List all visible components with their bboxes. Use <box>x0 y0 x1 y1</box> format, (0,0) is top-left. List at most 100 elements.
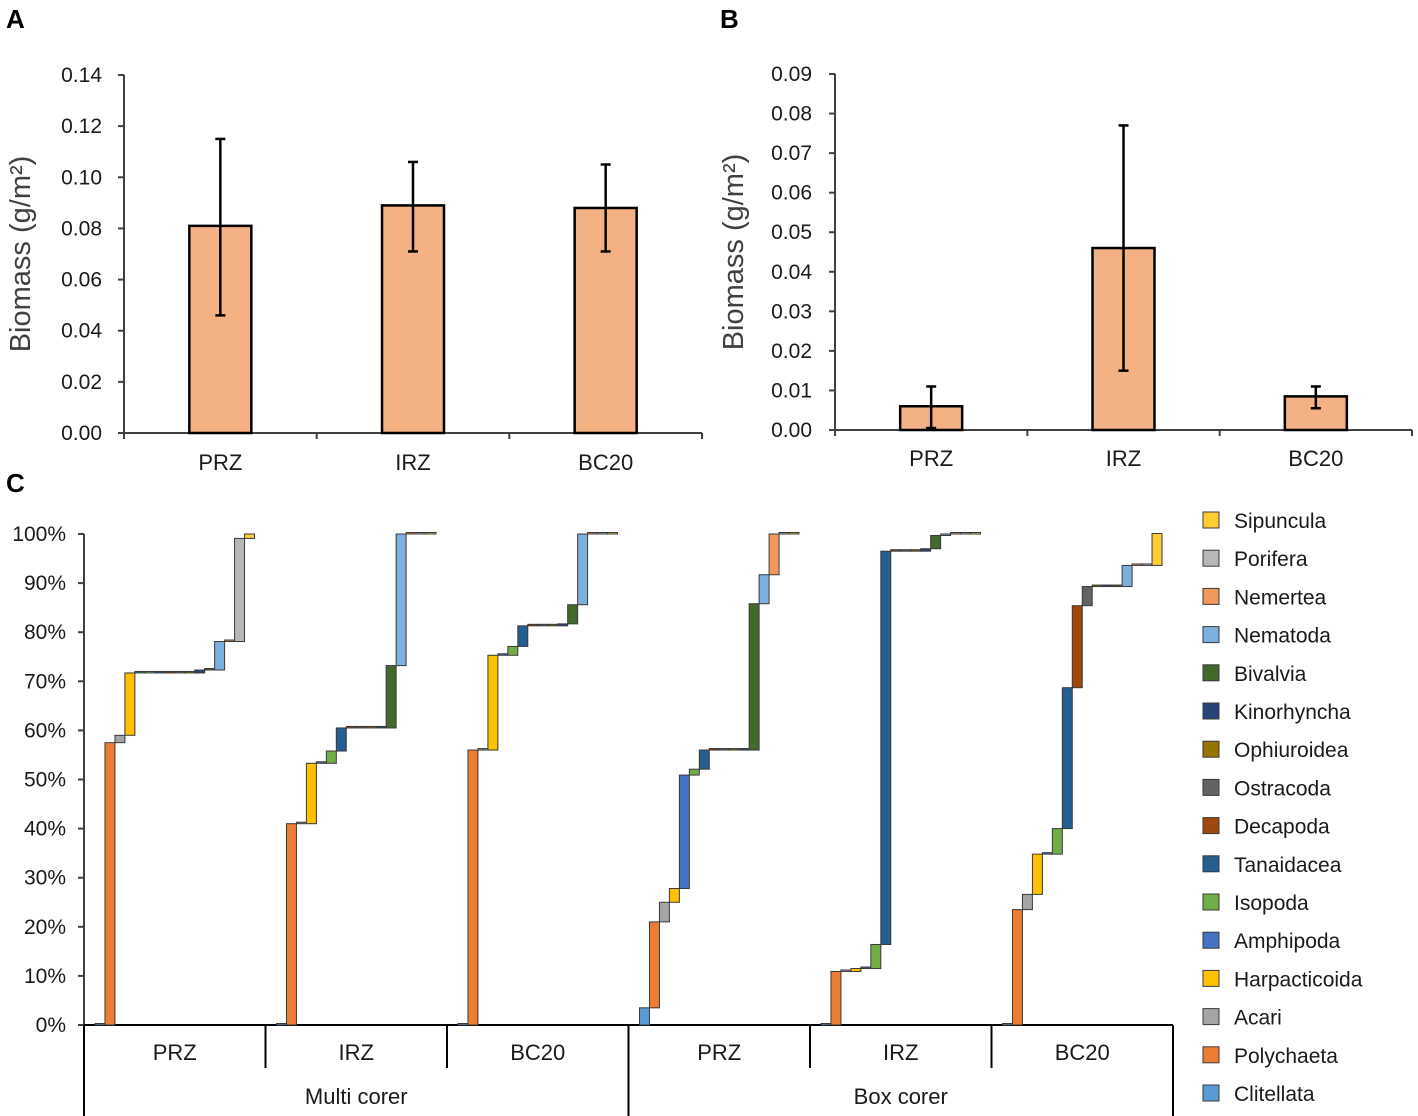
panel-c-site-label: PRZ <box>697 1040 741 1065</box>
panel-a-letter: A <box>6 4 25 34</box>
panel-c-bar-box-corer-bc20-ophiuroidea <box>1091 584 1103 588</box>
legend-label-bivalvia: Bivalvia <box>1234 663 1307 686</box>
panel-c-bar-box-corer-bc20-porifera <box>1141 563 1153 566</box>
legend-swatch-isopoda <box>1202 893 1220 911</box>
panel-c-bar-multi-corer-prz-sipuncula <box>244 533 255 539</box>
panel-c-bar-multi-corer-prz-nemertea <box>224 639 236 643</box>
panel-c-bar-box-corer-irz-tanaidacea <box>880 550 892 945</box>
panel-c-bar-box-corer-irz-nemertea <box>950 532 962 535</box>
panel-c-bar-box-corer-irz-bivalvia <box>930 534 942 550</box>
panel-c-bar-box-corer-prz-tanaidacea <box>698 749 710 770</box>
legend-label-decapoda: Decapoda <box>1234 816 1330 839</box>
panel-c-bar-multi-corer-irz-decapoda <box>345 725 357 729</box>
panel-c-bar-multi-corer-bc20-tanaidacea <box>517 625 529 647</box>
panel-b-y-tick-label: 0.00 <box>771 419 812 442</box>
panel-a-y-tick-label: 0.06 <box>61 269 102 292</box>
panel-c-y-tick-label: 100% <box>12 523 66 546</box>
panel-c-bar-box-corer-bc20-nemertea <box>1131 563 1143 566</box>
panel-c-site-label: BC20 <box>510 1040 565 1065</box>
panel-c-y-tick-label: 90% <box>24 572 66 595</box>
panel-c-bar-box-corer-prz-sipuncula <box>788 532 800 535</box>
panel-c-bar-box-corer-prz-nematoda <box>758 574 770 605</box>
panel-b-y-tick-label: 0.08 <box>771 103 812 126</box>
legend-swatch-porifera <box>1202 549 1220 567</box>
panel-c-bar-multi-corer-irz-ophiuroidea <box>365 725 377 729</box>
panel-c-bar-multi-corer-prz-bivalvia <box>204 668 216 671</box>
panel-c-y-tick-label: 80% <box>24 621 66 644</box>
panel-c-bar-box-corer-irz-porifera <box>960 532 972 535</box>
panel-c-bar-multi-corer-prz-decapoda <box>164 670 176 674</box>
panel-c-bar-box-corer-bc20-acari <box>1021 893 1033 911</box>
panel-a-category-label: PRZ <box>198 450 242 475</box>
panel-c-bar-multi-corer-bc20-harpacticoida <box>487 654 499 751</box>
panel-b-y-tick-label: 0.02 <box>771 340 812 363</box>
panel-c-bar-box-corer-prz-isopoda <box>688 768 700 776</box>
panel-b-y-tick-label: 0.03 <box>771 300 812 323</box>
panel-c-letter: C <box>6 468 25 498</box>
panel-c-bar-box-corer-irz-clitellata <box>820 1023 832 1026</box>
panel-c-y-tick-label: 60% <box>24 719 66 742</box>
panel-a-y-tick-label: 0.14 <box>61 64 102 87</box>
panel-c-bar-multi-corer-bc20-amphipoda <box>497 653 509 656</box>
legend-swatch-acari <box>1202 1008 1220 1026</box>
panel-c-bar-box-corer-irz-kinorhyncha <box>920 548 932 552</box>
panel-c-bar-multi-corer-irz-tanaidacea <box>335 727 347 752</box>
panel-c-bar-multi-corer-prz-amphipoda <box>134 670 146 674</box>
panel-c-bar-multi-corer-bc20-polychaeta <box>467 749 479 1026</box>
panel-c-bar-multi-corer-irz-bivalvia <box>385 665 397 729</box>
panel-c-bar-box-corer-prz-acari <box>658 901 670 923</box>
panel-c-bar-box-corer-irz-acari <box>840 969 852 972</box>
legend-swatch-tanaidacea <box>1202 855 1220 873</box>
panel-c-bar-multi-corer-prz-nematoda <box>214 641 226 671</box>
panel-c-bar-box-corer-bc20-nematoda <box>1121 564 1133 588</box>
panel-c-bar-box-corer-irz-harpacticoida <box>850 968 862 972</box>
legend-swatch-ostracoda <box>1202 778 1220 796</box>
panel-c-bar-box-corer-prz-harpacticoida <box>668 888 680 903</box>
panel-c-bar-multi-corer-irz-harpacticoida <box>305 762 317 825</box>
panel-b-y-tick-label: 0.04 <box>771 261 812 284</box>
panel-c-bar-multi-corer-prz-isopoda <box>144 670 156 674</box>
panel-c-bar-box-corer-irz-decapoda <box>890 549 902 552</box>
panel-c-bar-multi-corer-bc20-kinorhyncha <box>557 623 569 627</box>
panel-c-bar-box-corer-prz-amphipoda <box>678 774 690 890</box>
panel-c-bar-multi-corer-irz-kinorhyncha <box>375 725 387 729</box>
panel-c-y-tick-label: 10% <box>24 965 66 988</box>
legend-swatch-nematoda <box>1202 626 1220 644</box>
panel-b-y-tick-label: 0.05 <box>771 221 812 244</box>
panel-c-bar-multi-corer-bc20-isopoda <box>507 645 519 656</box>
legend-label-ostracoda: Ostracoda <box>1234 777 1331 800</box>
panel-a-bar-prz <box>188 224 253 435</box>
legend-label-sipuncula: Sipuncula <box>1234 510 1327 533</box>
panel-c-bar-multi-corer-prz-clitellata <box>94 1023 106 1026</box>
panel-c-bar-multi-corer-irz-polychaeta <box>285 823 297 1026</box>
panel-c-bar-multi-corer-prz-kinorhyncha <box>194 669 206 674</box>
panel-a-y-tick-label: 0.12 <box>61 115 102 138</box>
panel-c-bar-box-corer-bc20-harpacticoida <box>1031 853 1043 895</box>
panel-a-y-tick-label: 0.10 <box>61 166 102 189</box>
panel-c-y-tick-label: 40% <box>24 818 66 841</box>
panel-c-bar-box-corer-bc20-ostracoda <box>1081 586 1093 607</box>
panel-c-bar-multi-corer-irz-nematoda <box>395 533 407 667</box>
legend-label-acari: Acari <box>1234 1007 1282 1030</box>
panel-c-y-tick-label: 50% <box>24 769 66 792</box>
panel-a-y-tick-label: 0.02 <box>61 371 102 394</box>
legend-label-amphipoda: Amphipoda <box>1234 930 1341 953</box>
panel-b-y-tick-label: 0.01 <box>771 379 812 402</box>
legend-label-clitellata: Clitellata <box>1234 1083 1315 1106</box>
panel-b-category-label: IRZ <box>1106 446 1141 471</box>
legend-swatch-bivalvia <box>1202 664 1220 682</box>
panel-c-bar-multi-corer-irz-porifera <box>415 532 427 535</box>
legend-swatch-nemertea <box>1202 587 1220 605</box>
panel-c-bar-box-corer-bc20-tanaidacea <box>1061 687 1073 830</box>
panel-b-category-label: BC20 <box>1288 446 1343 471</box>
panel-c-bar-box-corer-prz-polychaeta <box>648 921 660 1009</box>
panel-c-bar-box-corer-irz-isopoda <box>870 943 882 970</box>
panel-c-bar-multi-corer-bc20-clitellata <box>457 1023 469 1026</box>
panel-c-bar-multi-corer-irz-sipuncula <box>425 532 437 535</box>
panel-c-bar-multi-corer-bc20-bivalvia <box>567 604 579 625</box>
panel-c-bar-box-corer-bc20-clitellata <box>1002 1023 1013 1026</box>
panel-c-bar-box-corer-irz-nematoda <box>940 533 952 536</box>
panel-c-bar-box-corer-bc20-decapoda <box>1071 605 1083 689</box>
panel-c-bar-multi-corer-irz-isopoda <box>325 750 337 764</box>
